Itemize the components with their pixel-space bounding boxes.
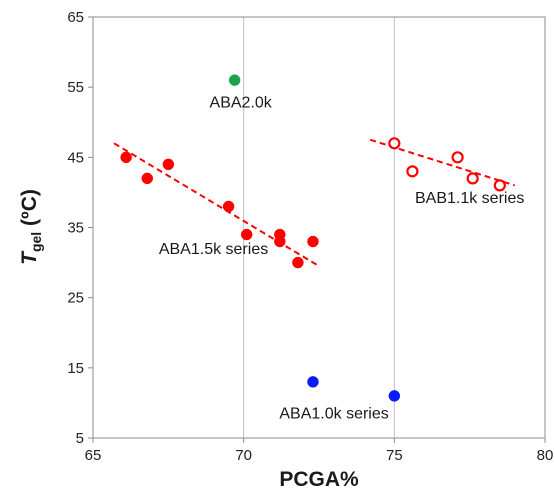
x-tick-label: 65: [85, 447, 102, 464]
y-tick-label: 45: [67, 149, 84, 166]
y-axis-title-main: T: [18, 250, 41, 265]
annotations: ABA2.0k ABA1.5k series BAB1.1k series ABA1.…: [159, 95, 525, 423]
annotation-label: ABA2.0k: [210, 95, 273, 112]
x-tick-label: 80: [537, 447, 554, 464]
point-bab1-1k-series: [406, 165, 419, 178]
y-tick-label: 65: [67, 9, 84, 26]
point-aba1-5k-series: [274, 235, 286, 248]
point-aba1-5k-series: [222, 200, 235, 213]
y-tick-label: 15: [67, 360, 84, 377]
x-tick-label: 75: [386, 447, 403, 464]
point-aba1-5k-series: [162, 158, 175, 171]
point-aba1-0k-series: [388, 390, 401, 402]
y-tick-label: 25: [67, 290, 84, 307]
tick-labels: 65 70 75 80 5 15 25 35 45 55 65: [67, 9, 553, 464]
plot-area: [93, 17, 545, 438]
point-aba1-5k-series: [292, 256, 304, 269]
x-tick-label: 70: [235, 447, 252, 464]
point-bab1-1k-series: [466, 172, 479, 185]
y-axis-title-unit: (ºC): [18, 189, 41, 232]
point-aba1-5k-series: [120, 151, 132, 164]
y-tick-label: 5: [76, 430, 84, 447]
point-bab1-1k-series: [493, 179, 506, 192]
point-bab1-1k-series: [451, 151, 464, 164]
point-bab1-1k-series: [388, 137, 401, 150]
y-axis-title: Tgel (ºC): [18, 189, 44, 265]
annotation-label: ABA1.5k series: [159, 241, 268, 258]
y-axis-title-subscript: gel: [28, 232, 44, 252]
y-tick-label: 35: [67, 220, 84, 237]
point-aba1-5k-series: [240, 228, 253, 241]
point-aba2-0k: [228, 74, 241, 86]
x-axis-title: PCGA%: [279, 468, 359, 491]
y-tick-label: 55: [67, 79, 84, 96]
point-aba1-5k-series: [141, 172, 153, 185]
point-aba1-0k-series: [307, 376, 319, 388]
annotation-label: BAB1.1k series: [415, 190, 524, 207]
annotation-label: ABA1.0k series: [279, 405, 388, 422]
point-aba1-5k-series: [307, 235, 319, 248]
axes: [88, 16, 546, 443]
data-points: [120, 74, 506, 402]
